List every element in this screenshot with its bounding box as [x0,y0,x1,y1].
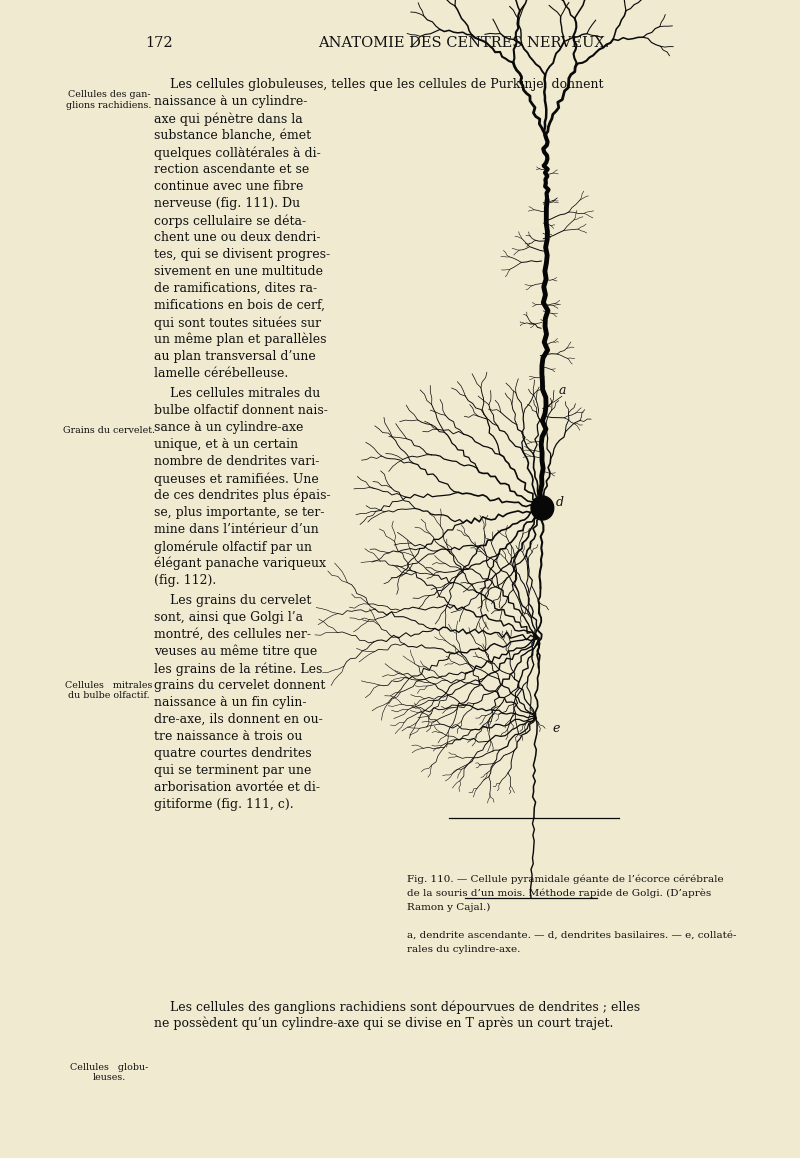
Text: a: a [558,383,566,396]
Text: quelques collàtérales à di-: quelques collàtérales à di- [154,146,321,160]
Text: sance à un cylindre-axe: sance à un cylindre-axe [154,422,304,434]
Text: ne possèdent qu’un cylindre-axe qui se divise en T après un court trajet.: ne possèdent qu’un cylindre-axe qui se d… [154,1017,614,1031]
Text: bulbe olfactif donnent nais-: bulbe olfactif donnent nais- [154,404,328,417]
Text: Cellules des gan-
glions rachidiens.: Cellules des gan- glions rachidiens. [66,90,151,110]
Text: Les cellules globuleuses, telles que les cellules de Purkinje, donnent: Les cellules globuleuses, telles que les… [154,78,604,91]
Text: corps cellulaire se déta-: corps cellulaire se déta- [154,214,306,227]
Text: Fig. 110. — Cellule pyramidale géante de l’écorce cérébrale: Fig. 110. — Cellule pyramidale géante de… [407,875,724,885]
Text: rection ascendante et se: rection ascendante et se [154,163,310,176]
Text: qui se terminent par une: qui se terminent par une [154,764,312,777]
Text: arborisation avortée et di-: arborisation avortée et di- [154,780,320,794]
Text: unique, et à un certain: unique, et à un certain [154,438,298,450]
Text: chent une ou deux dendri-: chent une ou deux dendri- [154,230,321,244]
Text: de ramifications, dites ra-: de ramifications, dites ra- [154,283,318,295]
Text: élégant panache variqueux: élégant panache variqueux [154,557,326,571]
Text: a, dendrite ascendante. — d, dendrites basilaires. — e, collaté-: a, dendrite ascendante. — d, dendrites b… [407,931,737,940]
Text: glomérule olfactif par un: glomérule olfactif par un [154,540,312,554]
Text: ANATOMIE DES CENTRES NERVEUX.: ANATOMIE DES CENTRES NERVEUX. [318,36,610,50]
Text: un même plan et parallèles: un même plan et parallèles [154,334,326,346]
Text: axe qui pénètre dans la: axe qui pénètre dans la [154,112,303,125]
Text: naissance à un fin cylin-: naissance à un fin cylin- [154,696,306,709]
Text: les grains de la rétine. Les: les grains de la rétine. Les [154,662,322,675]
Text: se, plus importante, se ter-: se, plus importante, se ter- [154,506,325,519]
Text: montré, des cellules ner-: montré, des cellules ner- [154,628,311,642]
Text: Les grains du cervelet: Les grains du cervelet [154,594,312,607]
Text: (fig. 112).: (fig. 112). [154,574,217,587]
Circle shape [531,496,554,520]
Text: gitiforme (fig. 111, c).: gitiforme (fig. 111, c). [154,798,294,811]
Text: grains du cervelet donnent: grains du cervelet donnent [154,679,326,692]
Text: queuses et ramifiées. Une: queuses et ramifiées. Une [154,472,319,485]
Text: de la souris d’un mois. Méthode rapide de Golgi. (D’après: de la souris d’un mois. Méthode rapide d… [407,889,711,899]
Text: sont, ainsi que Golgi l’a: sont, ainsi que Golgi l’a [154,611,303,624]
Text: lamelle cérébelleuse.: lamelle cérébelleuse. [154,367,289,380]
Text: dre-axe, ils donnent en ou-: dre-axe, ils donnent en ou- [154,713,323,726]
Text: Grains du cervelet.: Grains du cervelet. [63,426,155,435]
Text: e: e [553,721,560,734]
Text: Les cellules des ganglions rachidiens sont dépourvues de dendrites ; elles: Les cellules des ganglions rachidiens so… [154,1001,641,1013]
Text: quatre courtes dendrites: quatre courtes dendrites [154,747,312,760]
Text: continue avec une fibre: continue avec une fibre [154,179,304,193]
Text: tre naissance à trois ou: tre naissance à trois ou [154,730,302,743]
Text: Les cellules mitrales du: Les cellules mitrales du [154,387,321,400]
Text: qui sont toutes situées sur: qui sont toutes situées sur [154,316,322,330]
Text: substance blanche, émet: substance blanche, émet [154,129,311,142]
Text: au plan transversal d’une: au plan transversal d’une [154,350,316,362]
Text: rales du cylindre-axe.: rales du cylindre-axe. [407,945,520,954]
Text: nombre de dendrites vari-: nombre de dendrites vari- [154,455,320,468]
Text: nerveuse (fig. 111). Du: nerveuse (fig. 111). Du [154,197,301,210]
Text: naissance à un cylindre-: naissance à un cylindre- [154,95,308,108]
Text: d: d [556,497,564,510]
Text: veuses au même titre que: veuses au même titre que [154,645,318,659]
Text: Ramon y Cajal.): Ramon y Cajal.) [407,903,490,913]
Text: Cellules   mitrales
du bulbe olfactif.: Cellules mitrales du bulbe olfactif. [65,681,153,701]
Text: mifications en bois de cerf,: mifications en bois de cerf, [154,299,326,312]
Text: de ces dendrites plus épais-: de ces dendrites plus épais- [154,489,331,503]
Text: sivement en une multitude: sivement en une multitude [154,265,323,278]
Text: Cellules   globu-
leuses.: Cellules globu- leuses. [70,1063,148,1083]
Text: 172: 172 [146,36,173,50]
Text: mine dans l’intérieur d’un: mine dans l’intérieur d’un [154,523,319,536]
Text: tes, qui se divisent progres-: tes, qui se divisent progres- [154,248,330,261]
